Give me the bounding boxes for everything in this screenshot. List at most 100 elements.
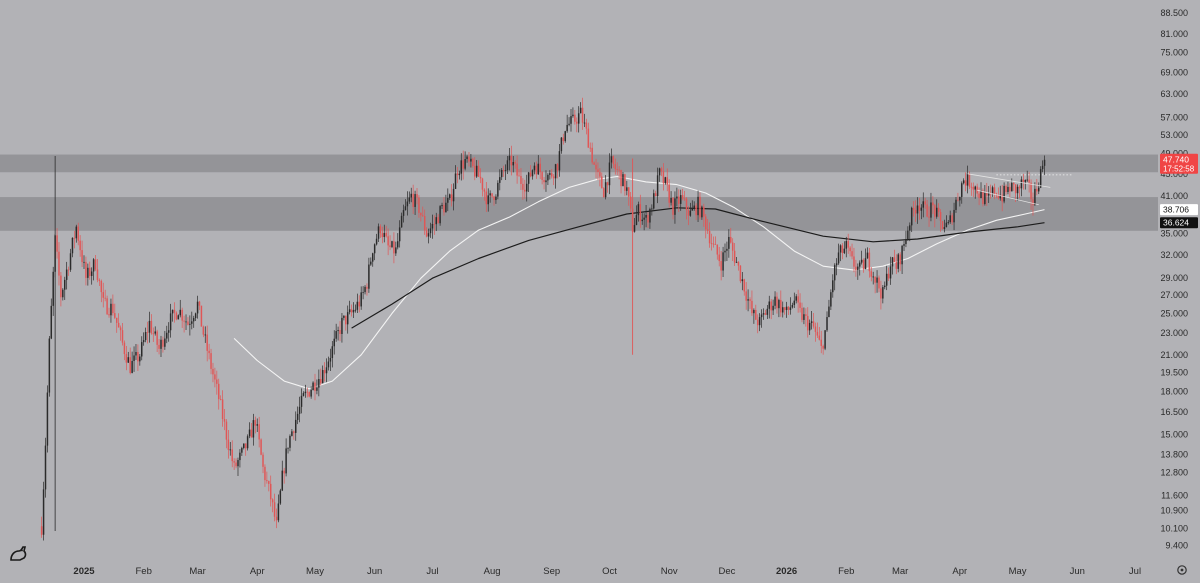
- candle-body: [558, 151, 561, 171]
- candle-body: [1043, 159, 1046, 166]
- candle: [987, 186, 990, 203]
- candle-body: [271, 499, 274, 503]
- resistance-zone: [0, 154, 1158, 173]
- candle-body: [79, 240, 81, 251]
- candle: [909, 222, 911, 242]
- candle-body: [624, 174, 626, 191]
- candle: [40, 516, 43, 538]
- candle: [668, 179, 670, 208]
- candle: [427, 228, 430, 244]
- candle-body: [576, 121, 578, 124]
- candle-body: [491, 193, 493, 197]
- candle-body: [737, 261, 740, 266]
- candle-body: [547, 174, 549, 181]
- candle: [710, 233, 713, 251]
- candle: [993, 183, 996, 200]
- candle-body: [884, 285, 886, 288]
- candle: [200, 305, 203, 327]
- candle-body: [112, 303, 114, 314]
- candle: [793, 292, 796, 309]
- candle: [271, 498, 274, 513]
- candle-body: [755, 309, 757, 320]
- candle-body: [793, 300, 796, 305]
- candle: [591, 142, 593, 165]
- candle-body: [283, 470, 285, 474]
- candle: [537, 155, 540, 175]
- candle: [327, 356, 330, 371]
- candle: [972, 182, 975, 198]
- candle: [832, 274, 834, 298]
- candle: [343, 315, 345, 321]
- candle-body: [959, 196, 961, 201]
- candle: [102, 282, 104, 308]
- candle-body: [466, 156, 468, 160]
- candle-body: [909, 225, 911, 231]
- candle: [764, 309, 767, 316]
- candle: [697, 190, 699, 223]
- candle: [822, 344, 824, 355]
- candle: [845, 236, 848, 258]
- candle-body: [368, 264, 370, 289]
- candle: [500, 168, 503, 181]
- candle: [895, 254, 898, 275]
- candle-body: [185, 321, 187, 323]
- candle-body: [152, 333, 155, 335]
- candle: [304, 384, 307, 398]
- candle-body: [1039, 169, 1042, 188]
- candle: [780, 290, 782, 317]
- candle: [1005, 184, 1007, 195]
- y-tick-label: 29.000: [1160, 273, 1188, 283]
- candle: [660, 166, 663, 177]
- tradingview-logo-icon[interactable]: [10, 546, 27, 561]
- candle: [743, 278, 745, 296]
- candle: [345, 315, 347, 331]
- candle: [681, 188, 684, 201]
- candle: [510, 145, 513, 176]
- candle-body: [104, 297, 106, 299]
- candle-body: [262, 454, 264, 467]
- candle-body: [889, 266, 892, 279]
- candle-body: [212, 368, 214, 375]
- candle: [100, 279, 103, 303]
- price-label: 36.624: [1160, 217, 1198, 229]
- candle-body: [893, 257, 896, 263]
- candle-body: [246, 436, 249, 449]
- candle: [529, 165, 532, 178]
- candle-body: [660, 168, 663, 172]
- candle-body: [531, 170, 534, 177]
- candle: [243, 443, 245, 450]
- candle: [527, 171, 530, 193]
- candle-body: [627, 187, 630, 197]
- candle: [383, 224, 386, 243]
- x-tick-label: Jun: [367, 566, 382, 577]
- candle-body: [945, 222, 948, 227]
- candle-body: [997, 195, 1000, 199]
- candle: [162, 336, 164, 353]
- candle-body: [169, 313, 172, 331]
- candle-body: [756, 319, 759, 326]
- candle-body: [123, 342, 126, 355]
- candle: [142, 332, 145, 346]
- candle: [776, 292, 778, 314]
- candle: [493, 195, 495, 206]
- candle: [562, 133, 565, 145]
- candle: [570, 109, 572, 132]
- candle: [320, 368, 322, 386]
- candle-body: [795, 296, 797, 301]
- candle-body: [92, 259, 95, 272]
- candle: [934, 204, 936, 228]
- candle: [485, 181, 488, 213]
- candle-body: [373, 244, 376, 254]
- price-label: 38.706: [1160, 204, 1198, 216]
- candle-body: [1036, 188, 1038, 192]
- candle: [781, 301, 784, 318]
- candle-body: [849, 247, 851, 252]
- candle-body: [202, 326, 205, 335]
- candle-body: [781, 307, 784, 313]
- candle-body: [635, 215, 638, 225]
- candle-body: [882, 287, 884, 299]
- settings-gear-icon[interactable]: [1177, 565, 1187, 575]
- candle: [807, 307, 809, 338]
